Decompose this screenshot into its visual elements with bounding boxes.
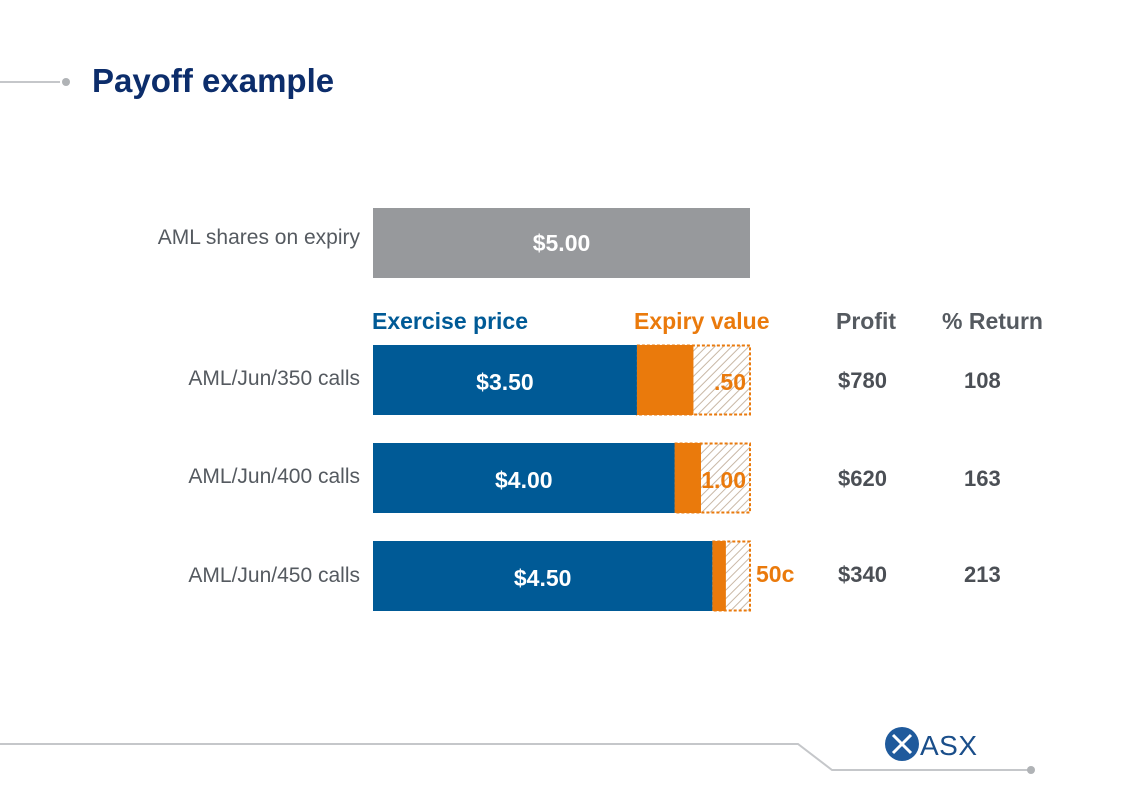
return-350: 108 (964, 368, 1001, 393)
row-label-350: AML/Jun/350 calls (188, 367, 360, 390)
expiry-label-1: 1.00 (701, 467, 746, 493)
exercise-bar-2 (373, 541, 713, 611)
footer-rule-dot (1027, 766, 1035, 774)
exercise-bar-0 (373, 345, 637, 415)
share-price-label: $5.00 (533, 230, 591, 256)
exercise-label-2: $4.50 (514, 565, 572, 591)
asx-logo-text: ASX (920, 730, 978, 761)
footer-rule (0, 743, 1030, 771)
header-exercise-price: Exercise price (372, 308, 529, 334)
premium-bar-1 (674, 443, 701, 513)
profit-450: $340 (838, 562, 887, 587)
row-label-450: AML/Jun/450 calls (188, 564, 360, 587)
header-rule-dot (62, 78, 70, 86)
return-400: 163 (964, 466, 1001, 491)
share-row-label: AML shares on expiry (157, 226, 360, 249)
row-label-400: AML/Jun/400 calls (188, 465, 360, 488)
header-expiry-value: Expiry value (634, 308, 770, 334)
page-title: Payoff example (92, 62, 335, 99)
exercise-label-1: $4.00 (495, 467, 553, 493)
asx-logo-cross-icon (891, 733, 913, 755)
return-450: 213 (964, 562, 1001, 587)
profit-350: $780 (838, 368, 887, 393)
expiry-label-0: .50 (714, 369, 746, 395)
header-return: % Return (942, 308, 1043, 334)
profit-400: $620 (838, 466, 887, 491)
header-profit: Profit (836, 308, 897, 334)
exercise-label-0: $3.50 (476, 369, 534, 395)
share-price-bar (373, 208, 750, 278)
expiry-label-2: 50c (756, 561, 795, 587)
premium-bar-2 (712, 541, 726, 611)
exercise-bar-1 (373, 443, 675, 513)
premium-bar-0 (636, 345, 694, 415)
